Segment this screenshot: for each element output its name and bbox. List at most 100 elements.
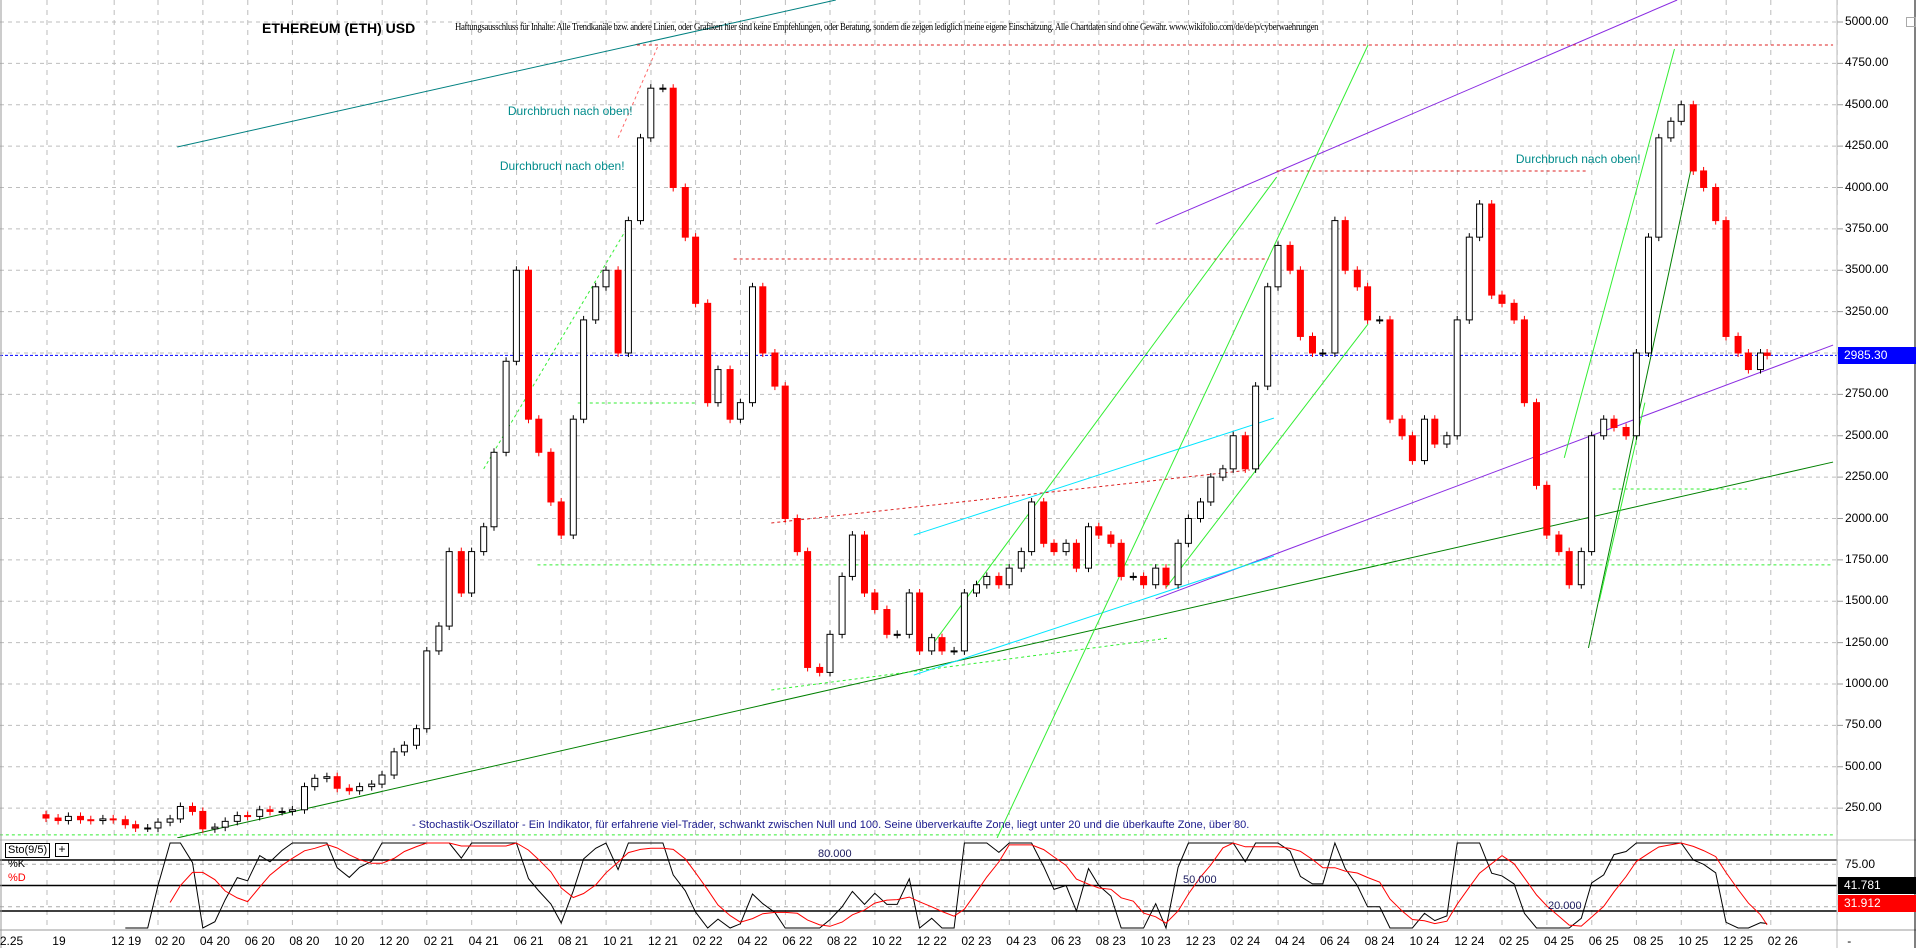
candle-body xyxy=(602,269,610,288)
candle-body xyxy=(524,269,532,420)
stochastic-axis-label: 75.00 xyxy=(1845,857,1876,871)
candle-body xyxy=(972,584,980,594)
candle-body xyxy=(1600,418,1608,437)
candle-body xyxy=(569,418,577,536)
chart-title: ETHEREUM (ETH) USD xyxy=(262,20,416,36)
candle-body xyxy=(1555,534,1563,553)
candle-body xyxy=(1763,352,1771,356)
candle-body xyxy=(1632,352,1640,437)
y-tick-label: 2250.00 xyxy=(1845,469,1889,484)
x-tick-label: 29.12.25 xyxy=(0,934,24,948)
level-label-middle: 50.000 xyxy=(1183,874,1217,886)
candle-body xyxy=(1453,319,1461,437)
stochastic-caption: - Stochastik-Oszillator - Ein Indikator,… xyxy=(412,819,1250,831)
y-tick-label: 2000.00 xyxy=(1845,510,1889,525)
stochastic-k-line xyxy=(125,841,1768,930)
candle-body xyxy=(1677,104,1685,122)
x-tick-label: 12 19 xyxy=(111,934,142,948)
candle-body xyxy=(781,385,789,519)
candle-body xyxy=(368,783,376,788)
x-tick-label: - xyxy=(1847,934,1852,948)
x-tick-label: 02 26 xyxy=(1767,934,1798,948)
trendline xyxy=(913,417,1275,536)
x-tick-label: 02 23 xyxy=(961,934,992,948)
candle-body xyxy=(1005,567,1013,586)
candle-body xyxy=(1252,385,1260,470)
candle-body xyxy=(1510,302,1518,321)
candle-body xyxy=(1689,104,1697,172)
candle-body xyxy=(154,821,162,829)
candle-body xyxy=(816,666,824,673)
x-tick-label: 08 21 xyxy=(558,934,589,948)
candle-body xyxy=(1072,542,1080,569)
disclaimer-text: Haftungsausschluss für Inhalte: Alle Tre… xyxy=(455,22,1319,33)
indicator-name-button[interactable]: Sto(9/5) xyxy=(5,843,51,858)
candle-body xyxy=(1196,501,1204,520)
stochastic-panel xyxy=(0,841,1837,930)
trendline xyxy=(913,555,1275,676)
collapse-icon[interactable] xyxy=(1906,17,1916,27)
candle-body xyxy=(1308,335,1316,354)
candle-body xyxy=(848,534,856,577)
candle-body xyxy=(960,592,968,652)
candle-body xyxy=(457,551,465,594)
x-tick-label: 06 23 xyxy=(1051,934,1082,948)
y-tick-label: 1750.00 xyxy=(1845,551,1889,566)
candle-body xyxy=(692,236,700,304)
x-tick-label: 06 25 xyxy=(1588,934,1619,948)
x-tick-label: 10 24 xyxy=(1409,934,1440,948)
candle-body xyxy=(233,815,241,822)
y-tick-label: 3750.00 xyxy=(1845,220,1889,235)
x-tick-label: 08 24 xyxy=(1364,934,1395,948)
candle-body xyxy=(199,810,207,830)
x-tick-label: 10 22 xyxy=(871,934,902,948)
candle-body xyxy=(793,518,801,553)
x-tick-label: 04 21 xyxy=(468,934,499,948)
candle-body xyxy=(1274,244,1282,288)
candle-body xyxy=(1476,203,1484,238)
candle-body xyxy=(121,819,129,826)
x-tick-label: 06 20 xyxy=(244,934,275,948)
candle-body xyxy=(1129,575,1137,578)
add-indicator-icon[interactable]: + xyxy=(55,843,69,857)
candle-body xyxy=(1028,501,1036,553)
x-tick-label: 12 20 xyxy=(379,934,410,948)
candle-body xyxy=(278,810,286,813)
candle-body xyxy=(950,650,958,653)
d-value-tag: 31.912 xyxy=(1838,895,1916,912)
candle-body xyxy=(1420,418,1428,462)
candle-body xyxy=(502,360,510,453)
candle-body xyxy=(659,87,667,90)
trendline xyxy=(1155,344,1834,600)
candle-body xyxy=(144,827,152,830)
candle-body xyxy=(614,269,622,354)
k-legend: %K xyxy=(8,858,26,870)
y-tick-label: 2500.00 xyxy=(1845,427,1889,442)
x-tick-label: 02 25 xyxy=(1498,934,1530,948)
candle-body xyxy=(412,728,420,746)
candle-body xyxy=(1207,476,1215,503)
candle-body xyxy=(748,286,756,404)
x-tick-label: 10 20 xyxy=(334,934,365,948)
candle-body xyxy=(468,551,476,594)
candle-body xyxy=(1712,187,1720,222)
y-tick-label: 250.00 xyxy=(1845,800,1882,815)
candle-body xyxy=(512,269,520,362)
candle-body xyxy=(211,826,219,830)
candle-body xyxy=(1744,352,1752,371)
candle-body xyxy=(1040,501,1048,544)
candle-body xyxy=(1095,526,1103,536)
x-tick-label: 08 22 xyxy=(826,934,858,948)
candle-body xyxy=(636,137,644,222)
candle-body xyxy=(1084,526,1092,569)
candle-body xyxy=(1174,542,1182,586)
candle-body xyxy=(480,526,488,553)
candle-body xyxy=(378,774,386,785)
candle-body xyxy=(1431,418,1439,445)
grid xyxy=(0,0,1838,930)
candle-body xyxy=(1498,294,1506,304)
candle-body xyxy=(1107,534,1115,544)
candle-body xyxy=(1341,220,1349,271)
